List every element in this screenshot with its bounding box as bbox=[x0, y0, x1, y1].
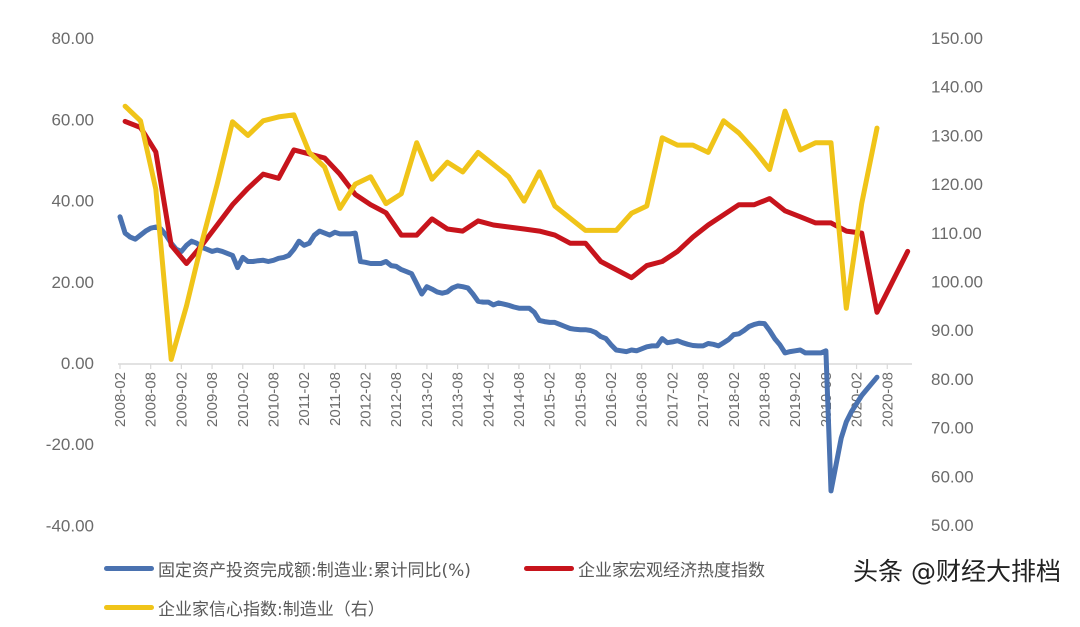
legend-swatch-red bbox=[524, 566, 574, 571]
left-tick-label: 0.00 bbox=[61, 354, 94, 373]
x-tick-label: 2016-08 bbox=[634, 372, 651, 427]
right-y-axis: 150.00 140.00 130.00 120.00 110.00 100.00 90.0… bbox=[931, 29, 983, 535]
legend-item-macro-heat: 企业家宏观经济热度指数 bbox=[524, 556, 765, 581]
x-tick-label: 2011-08 bbox=[327, 372, 344, 426]
left-tick-label: -40.00 bbox=[46, 516, 94, 535]
x-tick-label: 2017-08 bbox=[695, 372, 712, 427]
watermark: 头条 @财经大排档 bbox=[853, 557, 1061, 586]
x-tick-label: 2013-02 bbox=[419, 372, 436, 427]
legend-swatch-yellow bbox=[104, 605, 154, 610]
x-tick-label: 2009-02 bbox=[173, 372, 190, 427]
left-y-axis: 80.00 60.00 40.00 20.00 0.00 -20.00 -40.00 bbox=[46, 29, 94, 535]
x-tick-label: 2014-02 bbox=[480, 372, 497, 427]
right-tick-label: 140.00 bbox=[931, 78, 983, 97]
x-tick-label: 2014-08 bbox=[511, 372, 528, 427]
left-tick-label: -20.00 bbox=[46, 435, 94, 454]
left-tick-label: 60.00 bbox=[51, 110, 94, 129]
x-tick-label: 2020-08 bbox=[879, 372, 896, 427]
legend-swatch-blue bbox=[104, 566, 154, 571]
series-line bbox=[117, 214, 880, 494]
right-tick-label: 70.00 bbox=[931, 419, 974, 438]
x-tick-label: 2016-02 bbox=[603, 372, 620, 427]
x-tick-label: 2009-08 bbox=[204, 372, 221, 427]
left-tick-label: 80.00 bbox=[51, 29, 94, 48]
series-layer bbox=[117, 103, 911, 494]
right-tick-label: 150.00 bbox=[931, 29, 983, 48]
x-tick-label: 2017-02 bbox=[664, 372, 681, 427]
x-tick-label: 2008-08 bbox=[143, 372, 160, 427]
x-axis: 2008-02 2008-08 2009-02 2009-08 2010-02 2010-… bbox=[112, 364, 896, 427]
x-tick-label: 2015-02 bbox=[542, 372, 559, 427]
x-tick-label: 2010-02 bbox=[235, 372, 252, 427]
x-tick-label: 2010-08 bbox=[265, 372, 282, 427]
left-tick-label: 20.00 bbox=[51, 273, 94, 292]
right-tick-label: 110.00 bbox=[931, 224, 982, 243]
legend-label: 企业家宏观经济热度指数 bbox=[578, 561, 765, 581]
x-tick-label: 2019-02 bbox=[787, 372, 804, 427]
legend-item-confidence: 企业家信心指数:制造业（右） bbox=[104, 595, 385, 620]
x-tick-label: 2011-02 bbox=[296, 372, 313, 426]
right-tick-label: 100.00 bbox=[931, 273, 983, 292]
legend-item-fai: 固定资产投资完成额:制造业:累计同比(%) bbox=[104, 556, 471, 581]
right-tick-label: 80.00 bbox=[931, 370, 974, 389]
right-tick-label: 90.00 bbox=[931, 321, 974, 340]
series-line bbox=[122, 118, 911, 315]
x-tick-label: 2008-02 bbox=[112, 372, 129, 427]
right-tick-label: 60.00 bbox=[931, 467, 974, 486]
right-tick-label: 130.00 bbox=[931, 126, 983, 145]
series-line bbox=[122, 103, 880, 362]
x-tick-label: 2018-02 bbox=[726, 372, 743, 427]
right-tick-label: 50.00 bbox=[931, 516, 974, 535]
legend-label: 固定资产投资完成额:制造业:累计同比(%) bbox=[158, 561, 471, 581]
x-tick-label: 2012-02 bbox=[358, 372, 375, 427]
legend-label: 企业家信心指数:制造业（右） bbox=[158, 600, 385, 620]
x-tick-label: 2015-08 bbox=[572, 372, 589, 427]
left-tick-label: 40.00 bbox=[51, 192, 94, 211]
x-tick-label: 2013-08 bbox=[450, 372, 467, 427]
x-tick-label: 2018-08 bbox=[756, 372, 773, 427]
right-tick-label: 120.00 bbox=[931, 175, 983, 194]
x-tick-label: 2012-08 bbox=[388, 372, 405, 427]
